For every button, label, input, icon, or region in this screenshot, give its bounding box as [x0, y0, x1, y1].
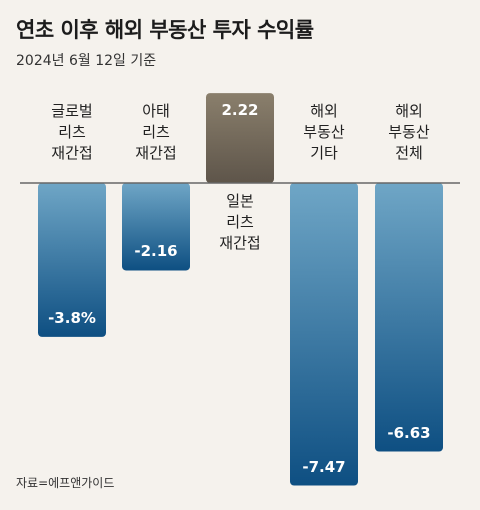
value-label-1: -2.16	[134, 242, 178, 261]
category-label-4: 해외 부동산 전체	[388, 102, 430, 162]
chart-title: 연초 이후 해외 부동산 투자 수익률	[16, 18, 314, 42]
category-label-0: 글로벌 리츠 재간접	[51, 102, 93, 162]
category-label-1: 아태 리츠 재간접	[135, 102, 177, 162]
source-note: 자료=에프앤가이드	[16, 476, 115, 490]
bar-4	[375, 183, 443, 452]
chart-subtitle: 2024년 6월 12일 기준	[16, 53, 157, 69]
bar-0	[38, 183, 106, 337]
value-label-4: -6.63	[387, 423, 431, 442]
category-label-3: 해외 부동산 기타	[303, 102, 345, 162]
category-label-2: 일본 리츠 재간접	[219, 192, 261, 252]
value-label-0: -3.8%	[48, 308, 96, 327]
bar-2	[206, 93, 274, 183]
value-label-2: 2.22	[221, 101, 259, 120]
bar-3	[290, 183, 358, 486]
bar-1	[122, 183, 190, 271]
value-label-3: -7.47	[302, 457, 346, 476]
